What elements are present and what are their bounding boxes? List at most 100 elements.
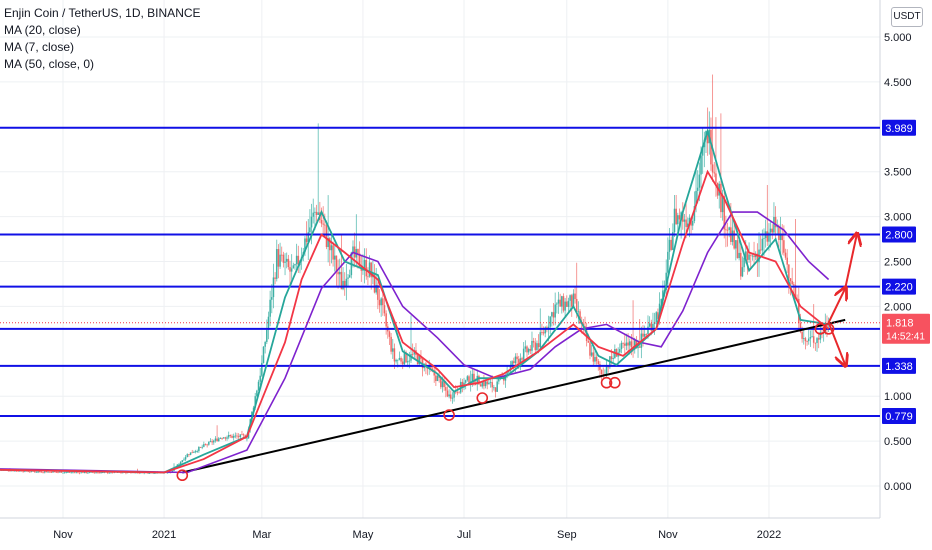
candle-down — [521, 358, 523, 360]
candle-up — [295, 255, 298, 265]
candle-down — [723, 196, 726, 230]
candle-down — [799, 323, 802, 332]
candle-up — [743, 257, 745, 268]
candle-down — [516, 356, 518, 360]
candle-down — [82, 472, 84, 474]
candle-down — [574, 293, 576, 299]
candle-down — [53, 471, 56, 473]
candle-down — [282, 254, 285, 263]
candle-down — [678, 215, 681, 220]
candle-down — [592, 352, 595, 362]
candle-up — [441, 381, 444, 388]
candle-down — [746, 251, 749, 260]
symbol-title[interactable]: Enjin Coin / TetherUS, 1D, BINANCE — [4, 6, 201, 20]
candle-up — [436, 375, 439, 382]
target-arrow[interactable] — [844, 235, 857, 289]
touch-point-marker[interactable] — [814, 323, 827, 335]
candle-up — [375, 285, 377, 293]
ma50-line[interactable] — [0, 211, 830, 474]
candle-up — [292, 265, 295, 269]
candle-down — [96, 472, 99, 474]
candle-down — [627, 342, 629, 346]
candle-down — [670, 239, 672, 250]
y-tick-label: 4.500 — [884, 77, 912, 89]
candle-up — [193, 452, 195, 453]
ma7-label[interactable]: MA (7, close) — [4, 40, 75, 54]
candle-down — [17, 470, 20, 472]
candle-up — [246, 438, 248, 440]
candles-group — [0, 74, 830, 475]
ma50-label[interactable]: MA (50, close, 0) — [4, 57, 95, 71]
candle-down — [9, 470, 11, 472]
candle-up — [695, 190, 697, 207]
candle-up — [751, 255, 754, 257]
candle-down — [367, 276, 369, 278]
candle-up — [47, 471, 49, 473]
currency-unit-button[interactable]: USDT — [891, 7, 923, 27]
candle-up — [65, 472, 68, 474]
candle-up — [769, 228, 772, 233]
touch-point-marker[interactable] — [476, 392, 489, 404]
ma20-line[interactable] — [0, 128, 829, 474]
candle-down — [12, 470, 15, 472]
candle-up — [95, 472, 97, 474]
candle-down — [216, 438, 218, 442]
support-trendline[interactable] — [182, 318, 846, 474]
candle-down — [365, 259, 368, 277]
candle-down — [431, 368, 434, 371]
candle-up — [569, 295, 571, 301]
touch-point-marker[interactable] — [176, 469, 189, 482]
candle-down — [77, 472, 79, 474]
candle-down — [120, 472, 122, 474]
candle-down — [343, 280, 346, 287]
candle-up — [212, 440, 215, 443]
candle-up — [779, 234, 782, 240]
candle-up — [333, 255, 336, 260]
candle-up — [194, 451, 197, 453]
ma7-line[interactable] — [0, 169, 830, 474]
candle-down — [42, 472, 44, 474]
candle-up — [735, 240, 737, 249]
candle-down — [597, 361, 600, 365]
candle-up — [345, 278, 348, 287]
touch-point-marker[interactable] — [609, 376, 621, 389]
target-arrow[interactable] — [827, 322, 846, 365]
candle-up — [62, 472, 64, 474]
candle-up — [227, 434, 230, 438]
candle-down — [793, 284, 795, 286]
candle-up — [267, 316, 270, 330]
candle-down — [378, 299, 381, 306]
candle-down — [657, 312, 659, 319]
candle-up — [748, 254, 750, 260]
candle-down — [788, 264, 790, 279]
candle-down — [781, 234, 784, 241]
candle-up — [471, 373, 474, 382]
candle-up — [63, 472, 66, 474]
candle-down — [756, 253, 759, 263]
candle-up — [380, 298, 382, 306]
candle-down — [602, 373, 605, 375]
candle-down — [739, 252, 742, 277]
candle-up — [539, 332, 542, 348]
candle-up — [761, 238, 764, 251]
candle-up — [352, 246, 354, 253]
candle-down — [377, 285, 379, 300]
candle-up — [317, 212, 319, 216]
candle-up — [314, 211, 316, 213]
touch-point-marker[interactable] — [600, 376, 613, 389]
candle-down — [610, 356, 613, 360]
candle-up — [731, 230, 734, 242]
target-arrow[interactable] — [827, 288, 846, 324]
ma20-label[interactable]: MA (20, close) — [4, 23, 81, 37]
candle-down — [461, 381, 464, 388]
candle-up — [686, 223, 689, 228]
candle-up — [773, 216, 775, 233]
candle-down — [771, 228, 774, 233]
candle-down — [322, 223, 324, 225]
candle-up — [536, 343, 538, 351]
touch-point-marker[interactable] — [443, 409, 455, 421]
x-tick-label: Jul — [457, 529, 471, 541]
candle-down — [552, 312, 555, 318]
candle-down — [483, 381, 485, 387]
